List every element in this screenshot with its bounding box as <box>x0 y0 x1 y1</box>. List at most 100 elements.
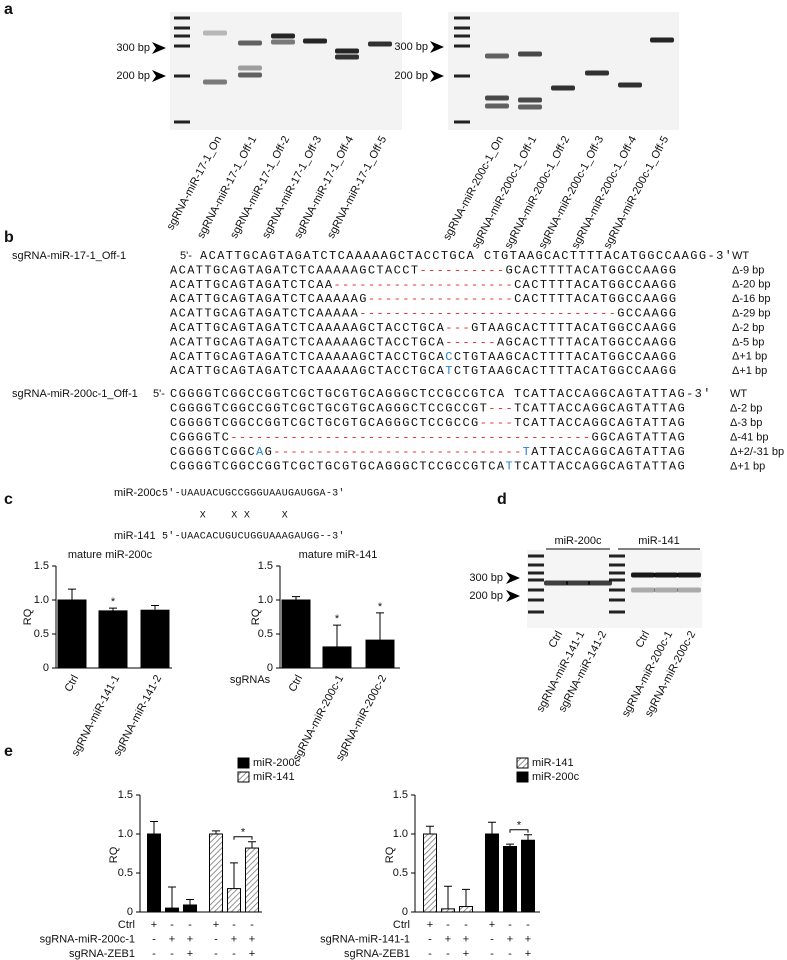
gel-band <box>654 572 678 578</box>
condition-sign: - <box>170 919 174 931</box>
ladder-band <box>454 120 470 124</box>
panel-label: e <box>4 743 13 760</box>
gel-band <box>335 54 359 60</box>
y-tick-label: 0.5 <box>34 628 49 640</box>
indel-label: Δ-20 bp <box>732 279 771 291</box>
marker-label: 200 bp <box>469 590 503 602</box>
gel-band <box>544 580 568 586</box>
condition-sign: + <box>489 919 495 931</box>
condition-sign: - <box>428 948 432 960</box>
error-bar <box>462 888 470 907</box>
condition-sign: - <box>446 919 450 931</box>
condition-sign: - <box>526 919 530 931</box>
ladder-band <box>174 120 190 124</box>
sequence-segment: ----------------- <box>368 292 514 306</box>
legend-label: miR-200c <box>532 771 580 783</box>
gel-band <box>677 572 701 578</box>
indel-label: Δ+1 bp <box>730 460 765 472</box>
sequence-segment: T <box>505 460 514 474</box>
sequence-segment: --------------------- <box>333 278 514 292</box>
sequence-segment: ------------------------------ <box>359 307 617 321</box>
marker-label: 300 bp <box>394 41 428 53</box>
error-bar <box>376 612 384 641</box>
marker-label: 200 bp <box>116 70 150 82</box>
sequence-name: sgRNA-miR-17-1_Off-1 <box>12 250 126 262</box>
marker-label: 300 bp <box>116 42 150 54</box>
bar <box>322 646 352 669</box>
y-axis-label: RQ <box>108 846 120 863</box>
sequence-segment: ---- <box>480 416 514 430</box>
y-tick-label: 0.5 <box>118 867 133 879</box>
sequence-segment: ACATTGCAGTAGATCTCAAAAAGCTACCTGCA <box>170 350 445 364</box>
legend-swatch <box>516 757 529 769</box>
sequence-segment: ------ <box>445 336 497 350</box>
gel-band <box>618 82 642 88</box>
gel-band <box>335 48 359 54</box>
condition-sign: - <box>152 948 156 960</box>
condition-sign: - <box>508 919 512 931</box>
sequence-row: ACATTGCAGTAGATCTCAAAAAGCTACCTGCA---GTAAG… <box>170 321 678 335</box>
legend-swatch <box>237 771 250 783</box>
sequence-row: CGGGGTCGGCAG----------------------------… <box>170 445 686 459</box>
condition-sign: - <box>232 948 236 960</box>
genotype-label: WT <box>732 250 749 262</box>
panel-label: d <box>497 491 507 508</box>
ladder-band <box>609 588 625 592</box>
sequence-name: sgRNA-miR-200c-1_Off-1 <box>12 388 138 400</box>
indel-label: Δ-41 bp <box>730 431 769 443</box>
significance-mark: * <box>111 596 116 608</box>
sequence-suffix: -3' <box>686 387 712 401</box>
condition-sign: - <box>250 919 254 931</box>
indel-label: Δ-9 bp <box>732 264 764 276</box>
condition-sign: - <box>214 948 218 960</box>
sequence-segment: G <box>265 445 274 459</box>
legend-swatch <box>516 771 529 783</box>
indel-label: Δ-2 bp <box>732 322 764 334</box>
sequence-segment: TCATTACCAGGCAGTATTAG <box>514 460 686 474</box>
condition-sign: - <box>428 933 432 945</box>
bar <box>485 833 499 913</box>
gel-image <box>448 12 679 130</box>
sequence-segment: --- <box>488 402 514 416</box>
gel-band <box>238 72 262 78</box>
significance-bracket <box>509 829 529 833</box>
sequence-row: ACATTGCAGTAGATCTCAAAAAGCTACCTGCATCTGTAAG… <box>170 364 678 378</box>
ladder-band <box>528 588 544 592</box>
error-bar <box>68 588 76 600</box>
gel-band <box>518 104 542 110</box>
marker-arrow <box>152 42 166 54</box>
sequence-segment: GCACTTTTACATGGCCAAGG <box>505 264 677 278</box>
ladder-band <box>454 74 470 78</box>
error-bar <box>488 821 496 834</box>
marker-arrow <box>506 590 520 602</box>
panel-label: a <box>4 1 13 18</box>
indel-label: Δ-5 bp <box>732 336 764 348</box>
error-bar <box>426 825 434 834</box>
condition-sign: + <box>187 948 193 960</box>
significance-mark: * <box>241 827 246 839</box>
error-bar <box>292 596 300 600</box>
bar <box>281 599 311 669</box>
sequence-segment: ACATTGCAGTAGATCTCAA <box>170 278 333 292</box>
ladder-band <box>454 26 470 30</box>
mirna-name: miR-141 <box>114 530 156 542</box>
sequence-segment: ----------------------------------------… <box>230 431 591 445</box>
gel-image <box>170 12 402 130</box>
marker-arrow <box>430 70 444 82</box>
bar <box>365 639 395 669</box>
y-tick-label: 1.5 <box>393 789 408 801</box>
gel-band <box>238 40 262 46</box>
sequence-text: CGGGGTCGGCCGGTCGCTGCGTGCAGGGCTCCGCCGTCA … <box>170 387 686 401</box>
indel-label: Δ-29 bp <box>732 308 771 320</box>
ladder-band <box>174 34 190 38</box>
condition-sign: + <box>463 948 469 960</box>
sequence-segment: T <box>523 445 532 459</box>
sequence-row: CGGGGTCGGCCGGTCGCTGCGTGCAGGGCTCCGCCG----… <box>170 416 686 430</box>
condition-sign: - <box>232 919 236 931</box>
bar <box>140 609 170 669</box>
error-bar <box>168 886 176 909</box>
gel-band <box>551 85 575 91</box>
condition-sign: + <box>445 933 451 945</box>
